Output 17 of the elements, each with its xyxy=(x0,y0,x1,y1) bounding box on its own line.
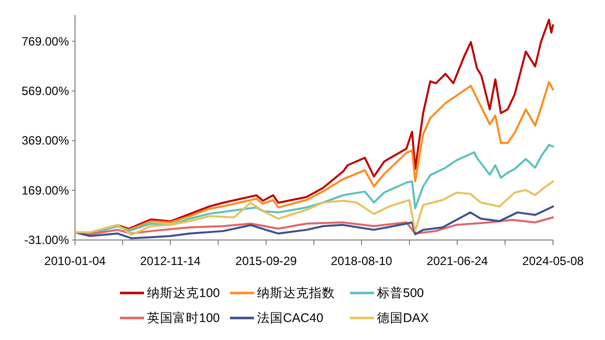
x-tick-label: 2018-08-10 xyxy=(330,254,393,268)
legend-label: 英国富时100 xyxy=(147,310,220,325)
y-tick-label: 169.00% xyxy=(22,183,70,198)
legend-label: 纳斯达克100 xyxy=(147,286,220,300)
legend-label: 法国CAC40 xyxy=(257,311,324,325)
legend-label: 纳斯达克指数 xyxy=(257,286,335,300)
x-tick-label: 2021-06-24 xyxy=(426,254,488,268)
x-tick-label: 2012-11-14 xyxy=(140,254,201,268)
legend-label: 标普500 xyxy=(376,285,424,300)
legend-label: 德国DAX xyxy=(377,311,430,325)
y-tick-label: -31.00% xyxy=(24,233,70,247)
y-tick-label: 369.00% xyxy=(22,134,70,148)
x-tick-label: 2024-05-08 xyxy=(522,254,584,268)
y-tick-label: 769.00% xyxy=(22,34,70,48)
x-tick-label: 2010-01-04 xyxy=(44,254,106,268)
x-tick-label: 2015-09-29 xyxy=(235,254,298,268)
y-tick-label: 569.00% xyxy=(22,84,70,98)
